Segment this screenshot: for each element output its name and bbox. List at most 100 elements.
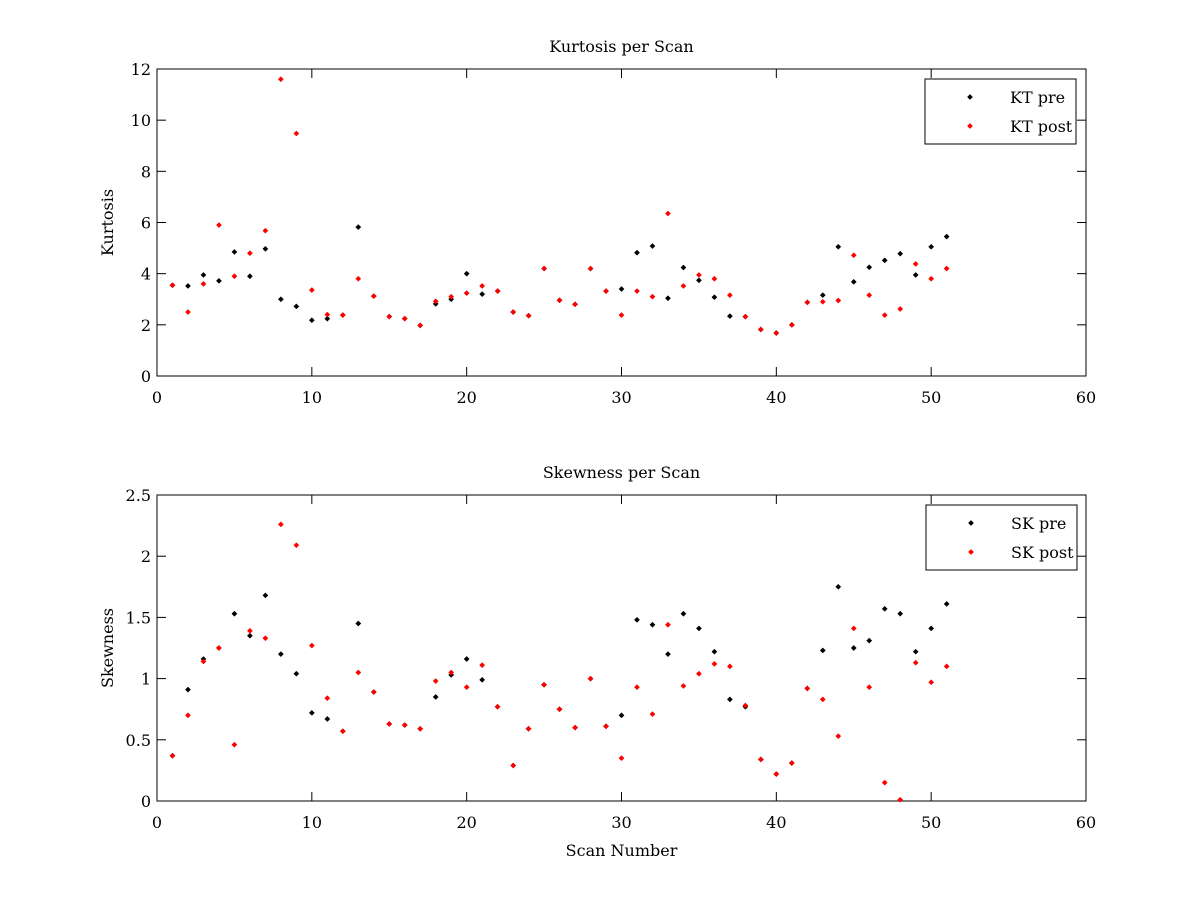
data-point [231, 741, 238, 748]
data-point [618, 712, 625, 719]
y-tick-label: 10 [131, 111, 151, 130]
data-point [835, 583, 842, 590]
data-point [510, 309, 517, 315]
data-point [448, 669, 455, 676]
data-point [897, 796, 904, 803]
series-kt-post [169, 76, 950, 336]
y-tick-label: 1 [141, 670, 151, 689]
data-point [603, 288, 609, 295]
data-point [479, 282, 486, 289]
data-point [262, 245, 269, 252]
data-point [680, 610, 687, 617]
data-point [928, 275, 935, 282]
y-tick-label: 2 [141, 316, 151, 335]
data-point [695, 670, 702, 677]
data-point [711, 660, 718, 667]
data-point [541, 265, 548, 272]
series-sk-pre [169, 583, 950, 778]
data-point [835, 243, 842, 250]
x-tick-label: 50 [921, 813, 941, 832]
data-point [866, 264, 873, 271]
x-tick-label: 20 [456, 813, 476, 832]
data-point [417, 322, 424, 329]
legend-marker [968, 549, 974, 555]
data-point [819, 292, 826, 299]
data-point [494, 703, 501, 710]
data-point [185, 309, 191, 315]
data-point [169, 752, 176, 759]
legend-box [924, 78, 1077, 145]
data-point [664, 295, 671, 302]
x-tick-label: 10 [302, 813, 322, 832]
data-point [757, 326, 764, 333]
data-point [556, 706, 563, 713]
data-point [215, 645, 222, 651]
data-point [587, 265, 594, 272]
x-tick-label: 0 [152, 813, 162, 832]
data-point [773, 330, 780, 336]
data-point [479, 291, 486, 298]
legend-label: SK post [1011, 543, 1074, 562]
data-point [293, 303, 300, 310]
data-point [804, 685, 811, 692]
legend-marker [967, 94, 973, 100]
y-tick-label: 6 [141, 214, 151, 233]
data-point [711, 294, 718, 301]
data-point [943, 233, 950, 240]
chart-panel-2: 0 10 20 30 40 50 60 0 0.5 1 1.5 2 2.5 Skewness per Sc… [98, 463, 1096, 860]
data-point [370, 293, 377, 300]
data-point [897, 610, 904, 617]
data-point [293, 130, 300, 137]
y-tick-label: 0 [141, 792, 151, 811]
data-point [649, 711, 656, 718]
data-point [324, 315, 331, 322]
data-point [401, 722, 408, 729]
data-point [881, 605, 888, 612]
data-point [618, 755, 625, 762]
legend: KT pre KT post [924, 78, 1077, 145]
data-point [479, 676, 486, 683]
data-point [215, 222, 222, 229]
data-point [246, 250, 253, 257]
x-tick-label: 20 [456, 388, 476, 407]
data-point [448, 293, 455, 300]
data-point [711, 648, 718, 655]
data-point [246, 632, 253, 639]
data-point [912, 659, 919, 666]
legend-label: SK pre [1011, 514, 1066, 533]
x-tick-label: 40 [766, 388, 786, 407]
data-point [928, 243, 935, 250]
data-point [200, 280, 207, 287]
data-point [634, 249, 640, 256]
chart-panel-1: 0 10 20 30 40 50 60 0 2 4 6 8 10 12 Kurtosis per Scan K… [98, 37, 1096, 407]
data-point [324, 695, 331, 702]
data-point [587, 675, 594, 682]
data-point [308, 317, 315, 324]
data-point [277, 651, 284, 658]
data-point [711, 275, 718, 282]
data-point [850, 252, 857, 259]
legend-marker [968, 520, 974, 526]
y-tick-label: 0.5 [126, 731, 151, 750]
x-tick-label: 0 [152, 388, 162, 407]
data-point [463, 290, 470, 297]
data-point [850, 625, 857, 632]
chart-title: Kurtosis per Scan [549, 37, 693, 56]
y-tick-label: 4 [141, 265, 151, 284]
data-point [819, 298, 826, 305]
data-point [185, 712, 191, 719]
data-point [788, 760, 795, 767]
data-point [649, 621, 656, 628]
y-axis-label: Skewness [98, 608, 117, 688]
x-tick-label: 30 [611, 813, 631, 832]
data-point [695, 625, 702, 632]
data-point [432, 678, 439, 685]
data-point [355, 620, 362, 627]
x-tick-label: 60 [1076, 813, 1096, 832]
data-point [185, 282, 191, 289]
data-point [881, 779, 888, 786]
data-point [788, 321, 795, 328]
data-point [742, 313, 749, 320]
data-point [897, 306, 904, 312]
